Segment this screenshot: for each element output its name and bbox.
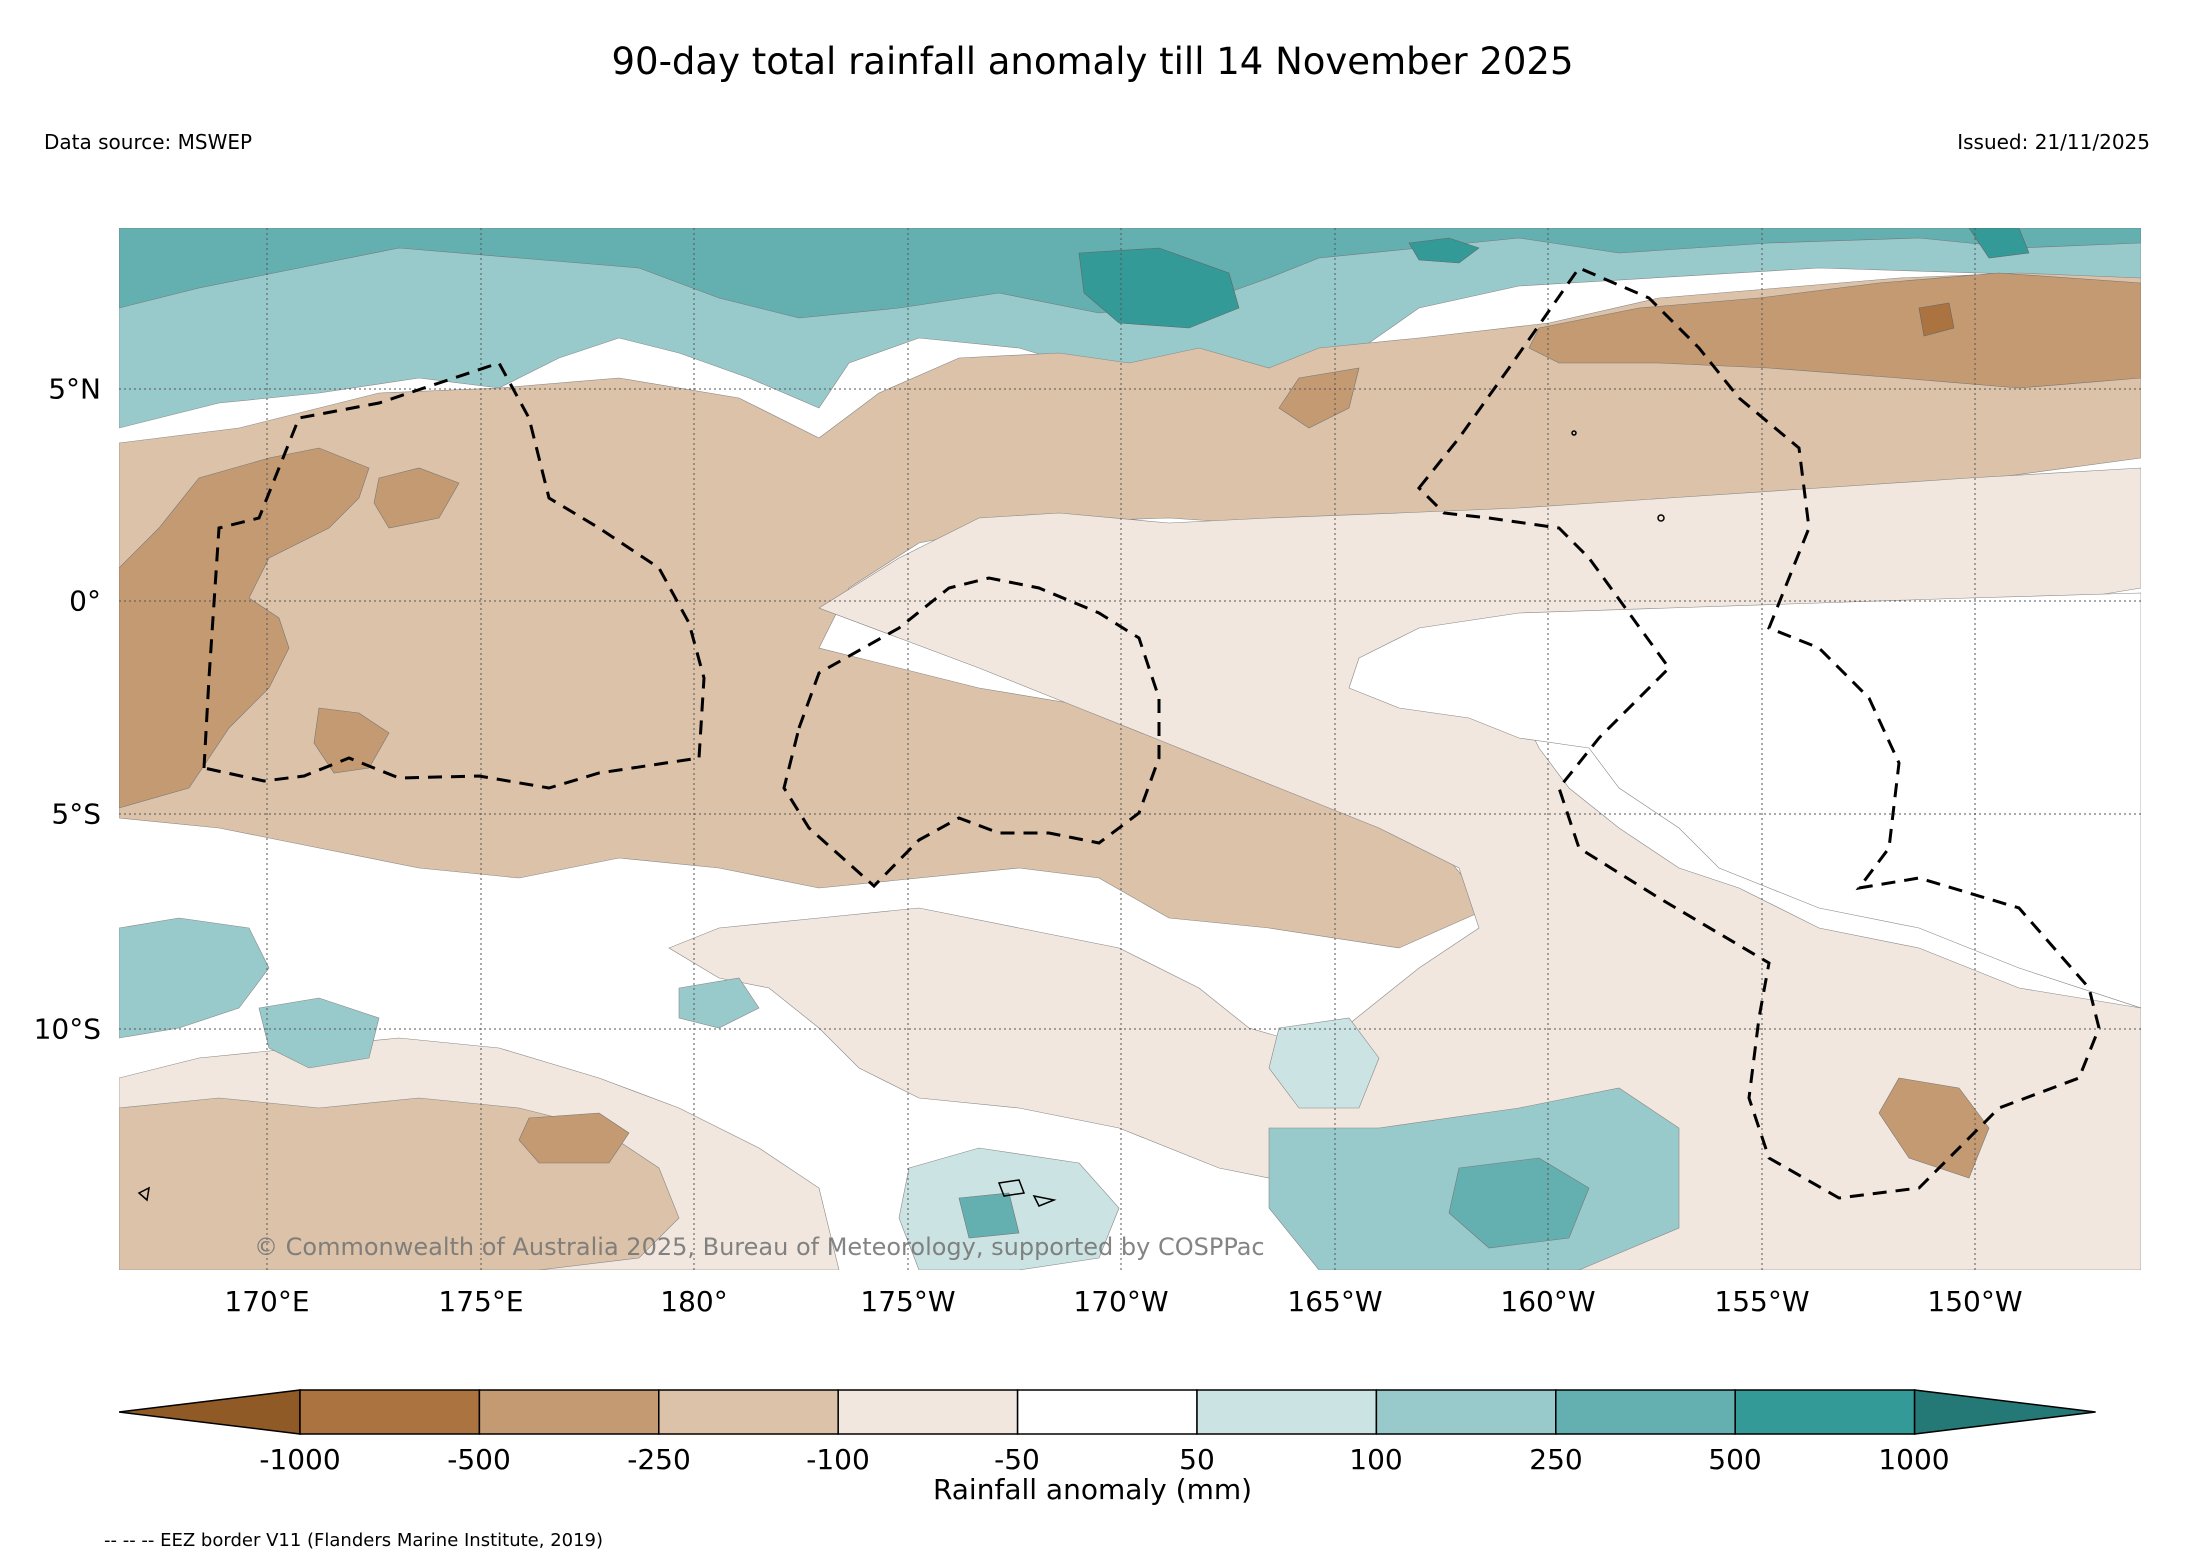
wet-band-north-peak [1078, 228, 2030, 329]
colorbar-tick-label: -1000 [259, 1443, 341, 1476]
lon-tick-label: 150°W [1927, 1285, 2023, 1318]
wet-patch-south-east [678, 977, 1680, 1270]
lat-tick-label: 5°S [51, 797, 101, 831]
eez-legend-note: -- -- -- EEZ border V11 (Flanders Marine… [104, 1530, 604, 1551]
copyright-credit: © Commonwealth of Australia 2025, Bureau… [254, 1233, 1265, 1261]
colorbar-cell [299, 1389, 481, 1435]
dry-peak-north-east [1918, 302, 1955, 337]
dry-core-west [119, 447, 370, 809]
island-outlines [137, 430, 1665, 1207]
dry-core-south [518, 1077, 1990, 1179]
colorbar-cell [1375, 1389, 1557, 1435]
lat-tick-label: 10°S [33, 1012, 101, 1046]
colorbar-title: Rainfall anomaly (mm) [932, 1473, 1253, 1506]
colorbar-cell [1734, 1389, 1916, 1435]
lon-tick-label: 165°W [1287, 1285, 1383, 1318]
colorbar-tick-label: 1000 [1878, 1443, 1950, 1476]
eez-borders [202, 266, 2101, 1200]
colorbar-cell [478, 1389, 660, 1435]
map-title: 90-day total rainfall anomaly till 14 No… [611, 40, 1574, 83]
lon-tick-label: 170°W [1073, 1285, 1169, 1318]
rainfall-anomaly-map [119, 228, 2141, 1270]
grid-lines [119, 228, 2141, 1270]
colorbar-cell [1555, 1389, 1736, 1435]
colorbar-cell [1196, 1389, 1378, 1435]
wet-patch-south-mid [898, 1017, 1380, 1270]
lat-tick-label: 5°N [48, 372, 101, 406]
dry-core-north-mid [1278, 367, 1360, 429]
colorbar-tick-label: -500 [447, 1443, 511, 1476]
colorbar-tick-label: -250 [627, 1443, 691, 1476]
colorbar-cell [1016, 1389, 1198, 1435]
wet-core-south-east [958, 1157, 1590, 1249]
colorbar-extend-high [1913, 1389, 2096, 1435]
lon-tick-label: 175°W [860, 1285, 956, 1318]
colorbar-cell [837, 1389, 1019, 1435]
lon-tick-label: 180° [660, 1285, 728, 1318]
colorbar [119, 1389, 2096, 1435]
lon-tick-label: 175°E [438, 1285, 524, 1318]
lon-tick-label: 160°W [1500, 1285, 1596, 1318]
lat-tick-label: 0° [69, 584, 101, 618]
colorbar-tick-label: -50 [994, 1443, 1040, 1476]
colorbar-tick-label: 250 [1529, 1443, 1583, 1476]
colorbar-tick-label: -100 [806, 1443, 870, 1476]
neutral-pocket-east [1348, 592, 2141, 1009]
colorbar-tick-label: 500 [1708, 1443, 1762, 1476]
issued-date-label: Issued: 21/11/2025 [1957, 130, 2150, 154]
lon-tick-label: 155°W [1714, 1285, 1810, 1318]
dry-area-main [119, 272, 2141, 949]
colorbar-tick-label: 100 [1349, 1443, 1403, 1476]
wet-patch-south-west [119, 917, 380, 1069]
colorbar-tick-label: 50 [1179, 1443, 1215, 1476]
data-source-label: Data source: MSWEP [44, 130, 253, 154]
lon-tick-label: 170°E [224, 1285, 310, 1318]
colorbar-cell [658, 1389, 839, 1435]
dry-core-north-east [1528, 272, 2141, 389]
colorbar-extend-low [119, 1389, 301, 1435]
dry-core-west-2 [313, 467, 460, 774]
